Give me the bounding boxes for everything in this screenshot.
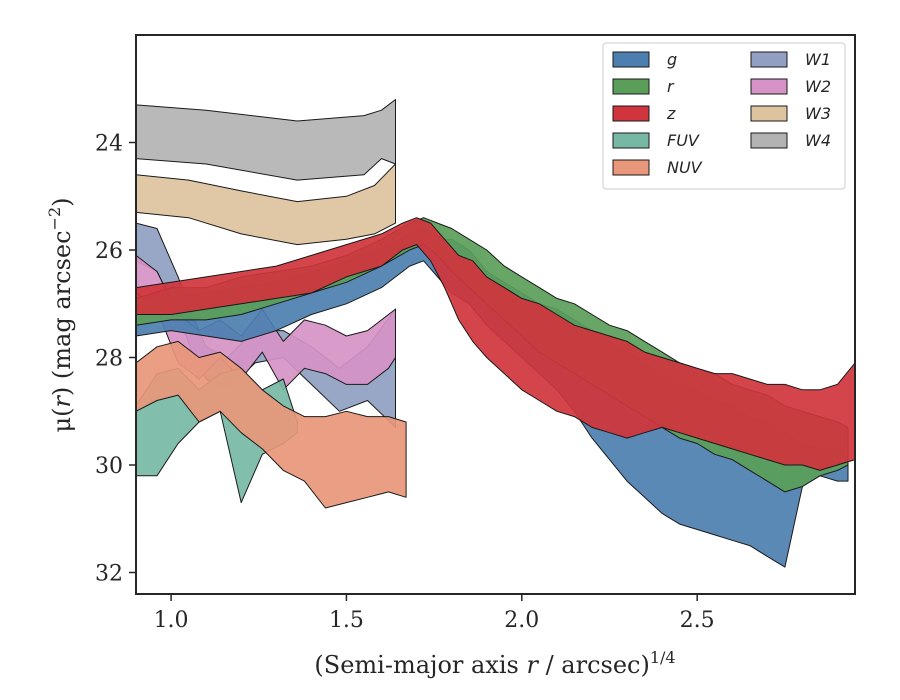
legend-swatch-fuv — [612, 132, 650, 149]
y-axis: 24 26 28 30 32 — [95, 132, 136, 587]
x-tick-label: 1.0 — [154, 608, 189, 633]
legend-label-r: r — [667, 77, 675, 96]
legend-label-fuv: FUV — [667, 131, 700, 150]
legend-swatch-w4 — [750, 132, 788, 149]
x-axis-label-var: r — [526, 651, 539, 679]
legend-swatch-w3 — [750, 105, 788, 122]
legend-label-w4: W4 — [805, 131, 831, 150]
y-axis-label-main: μ( — [48, 408, 76, 433]
y-tick-label: 30 — [95, 454, 123, 479]
legend-label-w1: W1 — [805, 50, 831, 69]
x-axis-label-main: (Semi-major axis — [314, 651, 526, 679]
y-axis-label-end: ) — [48, 197, 76, 206]
x-axis: 1.0 1.5 2.0 2.5 — [154, 594, 715, 633]
legend-swatch-w1 — [750, 51, 788, 68]
x-tick-label: 2.5 — [680, 608, 715, 633]
y-tick-label: 32 — [95, 562, 123, 587]
y-axis-label-mid: ) (mag arcsec — [48, 230, 76, 396]
legend-label-z: z — [666, 104, 676, 123]
legend-swatch-nuv — [612, 159, 650, 176]
legend-swatch-r — [612, 78, 650, 95]
y-axis-label-var: r — [48, 395, 76, 408]
x-tick-label: 1.5 — [329, 608, 364, 633]
band-nuv — [135, 340, 407, 509]
y-axis-label-exp: −2 — [45, 207, 64, 231]
y-axis-label: μ(r) (mag arcsec−2) — [45, 197, 76, 432]
profile-bands — [135, 99, 856, 568]
legend-label-w2: W2 — [805, 77, 831, 96]
legend-label-g: g — [667, 50, 677, 69]
legend-label-nuv: NUV — [667, 158, 703, 177]
x-axis-label: (Semi-major axis r / arcsec)1/4 — [314, 648, 675, 679]
y-tick-label: 26 — [95, 239, 123, 264]
legend-swatch-g — [612, 51, 650, 68]
band-w3 — [135, 163, 396, 246]
legend-swatch-z — [612, 105, 650, 122]
y-tick-label: 24 — [95, 132, 123, 157]
x-axis-label-exp: 1/4 — [650, 648, 676, 667]
plot-frame — [135, 34, 856, 595]
x-axis-label-mid: / arcsec) — [538, 651, 650, 679]
legend-label-w3: W3 — [805, 104, 831, 123]
legend-swatch-w2 — [750, 78, 788, 95]
x-tick-label: 2.0 — [504, 608, 539, 633]
band-w4 — [135, 99, 396, 181]
y-tick-label: 28 — [95, 347, 123, 372]
legend: grz FUV NUV W1 W2 W3 W4 — [602, 42, 846, 190]
